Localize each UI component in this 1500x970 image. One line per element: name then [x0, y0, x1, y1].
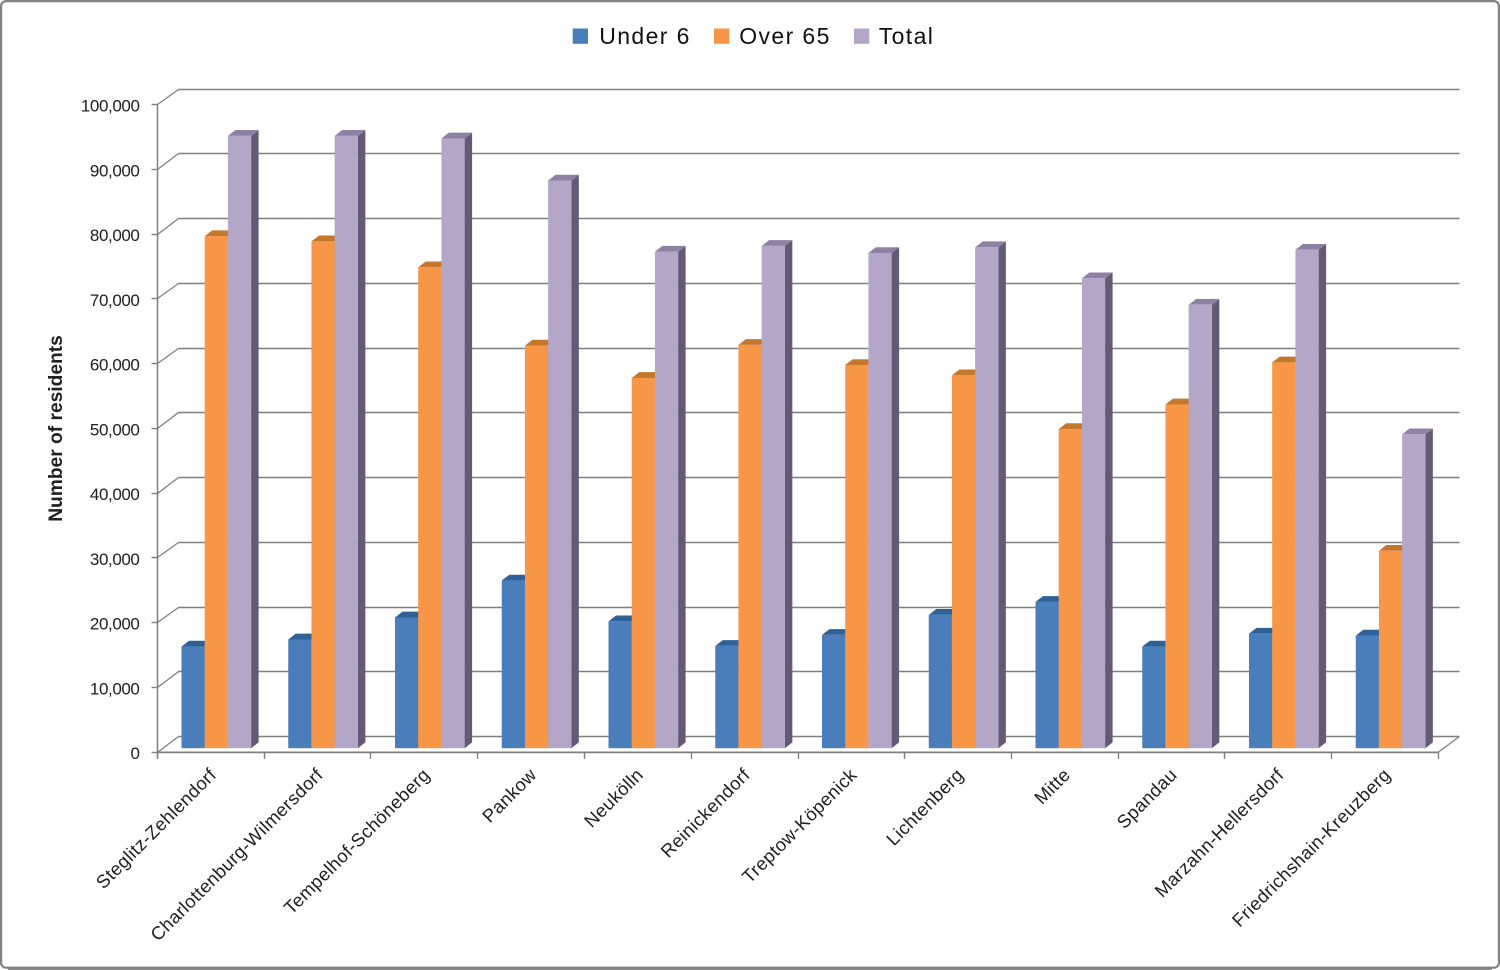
svg-text:50,000: 50,000	[90, 420, 140, 439]
svg-text:Under 6: Under 6	[599, 23, 691, 49]
svg-text:80,000: 80,000	[90, 226, 140, 245]
svg-text:30,000: 30,000	[90, 550, 140, 569]
svg-text:Over 65: Over 65	[739, 23, 831, 49]
svg-text:10,000: 10,000	[90, 679, 140, 698]
svg-text:0: 0	[130, 744, 139, 763]
svg-text:Total: Total	[879, 23, 935, 49]
svg-text:60,000: 60,000	[90, 356, 140, 375]
svg-text:20,000: 20,000	[90, 615, 140, 634]
svg-text:Number of residents: Number of residents	[46, 335, 67, 522]
svg-text:100,000: 100,000	[81, 97, 140, 116]
svg-text:40,000: 40,000	[90, 485, 140, 504]
svg-text:70,000: 70,000	[90, 291, 140, 310]
svg-text:90,000: 90,000	[90, 161, 140, 180]
